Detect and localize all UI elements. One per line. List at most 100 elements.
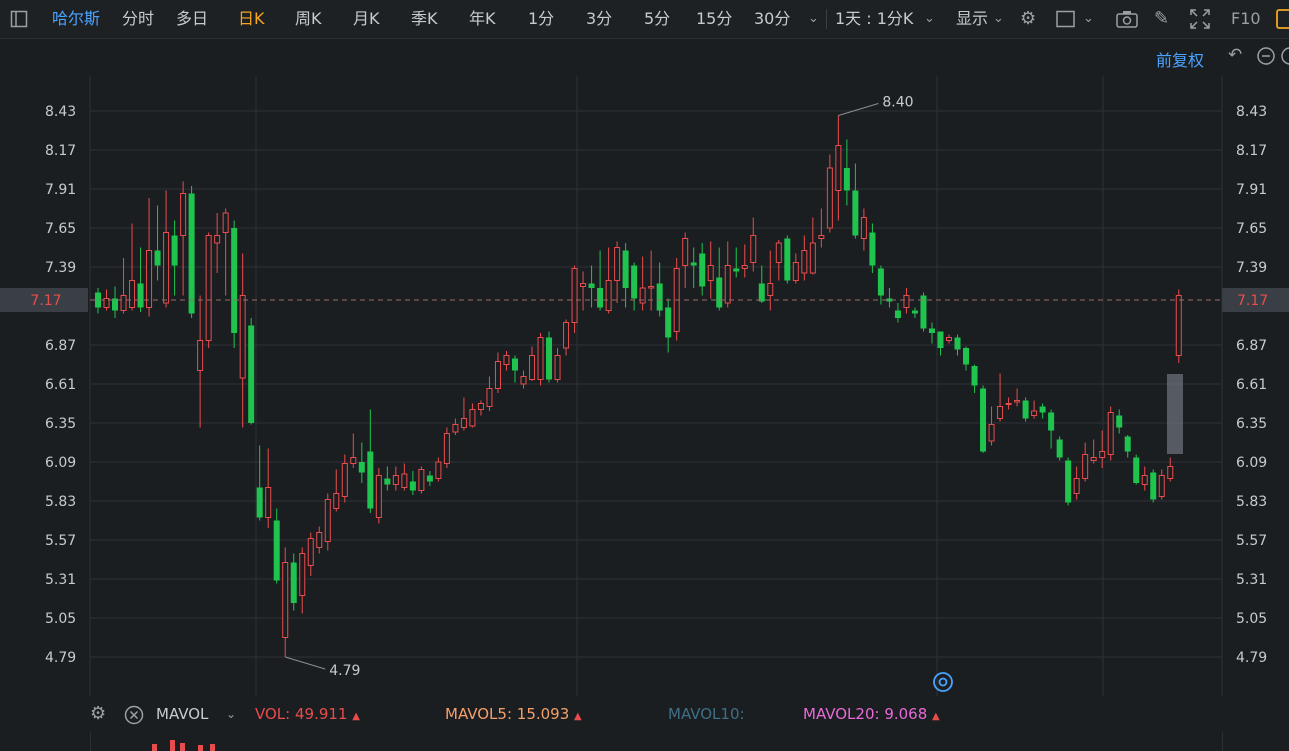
display-chevron-icon[interactable]: ⌄ (993, 11, 1004, 26)
high-annotation: 8.40 (838, 95, 914, 116)
tab-15min[interactable]: 15分 (696, 9, 733, 28)
at-sign-icon[interactable] (933, 672, 953, 692)
reset-icon[interactable]: ↶ (1228, 45, 1243, 65)
sidebar-toggle-icon[interactable] (10, 0, 28, 38)
candle (1124, 435, 1131, 458)
y-tick-label-right: 7.65 (1236, 221, 1267, 237)
candle (282, 547, 289, 657)
candle (784, 235, 791, 284)
chart-type-icon[interactable] (1056, 0, 1076, 38)
candle (1141, 466, 1148, 491)
candle (214, 213, 221, 273)
y-tick-label-right: 8.43 (1236, 104, 1267, 120)
candle (1082, 442, 1089, 482)
candle (750, 217, 757, 272)
candle (971, 364, 978, 393)
zoom-out-icon[interactable] (1256, 46, 1276, 70)
draw-pencil-icon[interactable]: ✎ (1154, 8, 1170, 29)
candle (341, 454, 348, 503)
tab-1min[interactable]: 1分 (528, 9, 555, 28)
y-tick-label-left: 8.43 (45, 104, 76, 120)
y-tick-label-left: 6.09 (45, 455, 76, 471)
candle (1056, 436, 1063, 461)
y-tick-label-right: 5.05 (1236, 611, 1267, 627)
candle (316, 526, 323, 554)
candle (494, 352, 501, 393)
candle (980, 385, 987, 453)
y-tick-label-left: 7.65 (45, 221, 76, 237)
candle (580, 271, 587, 311)
candle (699, 243, 706, 296)
settings-gear-icon[interactable]: ⚙ (1020, 8, 1037, 29)
tab-daily-k[interactable]: 日K (238, 9, 265, 28)
svg-text:7.17: 7.17 (1237, 293, 1268, 309)
volume-legend: ⚙ MAVOL ⌄ VOL: 49.911 ▲ MAVOL5: 15.093 ▲… (0, 696, 1289, 732)
period-chevron-icon[interactable]: ⌄ (924, 11, 935, 26)
candle (537, 333, 544, 386)
candle (724, 241, 731, 308)
tab-quarterly-k[interactable]: 季K (411, 9, 438, 28)
candle (801, 235, 808, 281)
tab-weekly-k[interactable]: 周K (295, 9, 322, 28)
candle (835, 115, 842, 221)
candle (826, 154, 833, 233)
y-tick-label-left: 5.57 (45, 533, 76, 549)
more-periods-chevron-icon[interactable]: ⌄ (808, 11, 819, 26)
candle (852, 163, 859, 239)
fullscreen-icon[interactable] (1190, 0, 1210, 38)
candle (1090, 439, 1097, 464)
candle (911, 307, 918, 318)
current-price-label-right: 7.17 (1222, 288, 1289, 312)
candle (665, 298, 672, 353)
tab-30min[interactable]: 30分 (754, 9, 791, 28)
display-menu[interactable]: 显示 (956, 9, 989, 28)
chart-type-chevron-icon[interactable]: ⌄ (1083, 11, 1094, 26)
candle (1116, 409, 1123, 434)
volume-settings-gear-icon[interactable]: ⚙ (90, 703, 107, 724)
candle (563, 319, 570, 356)
candle (486, 376, 493, 411)
candle (392, 466, 399, 491)
tab-multi-day[interactable]: 多日 (176, 9, 209, 28)
candle (605, 247, 612, 314)
candle (639, 256, 646, 311)
f10-button[interactable]: F10 (1231, 9, 1261, 28)
candle (809, 217, 816, 275)
current-price-label-left: 7.17 (0, 288, 88, 312)
candle (231, 220, 238, 348)
candle (460, 397, 467, 431)
candle (248, 318, 255, 425)
y-tick-label-left: 5.05 (45, 611, 76, 627)
stock-name[interactable]: 哈尔斯 (52, 9, 101, 28)
candle (163, 190, 170, 308)
camera-icon[interactable] (1116, 0, 1138, 38)
candle (384, 466, 391, 491)
candle (350, 433, 357, 468)
tab-5min[interactable]: 5分 (644, 9, 671, 28)
period-select[interactable]: 1天 : 1分K (835, 9, 914, 28)
candle (129, 223, 136, 311)
candle (920, 292, 927, 332)
candle (1005, 397, 1012, 410)
candle (154, 205, 161, 281)
price-adjust-button[interactable]: 前复权 (1156, 51, 1205, 70)
zoom-in-icon[interactable] (1280, 46, 1289, 70)
tab-3min[interactable]: 3分 (586, 9, 613, 28)
candle (673, 258, 680, 341)
candle (733, 247, 740, 278)
candle (324, 493, 331, 551)
y-tick-label-left: 5.31 (45, 572, 76, 588)
tab-yearly-k[interactable]: 年K (469, 9, 496, 28)
volume-close-icon[interactable] (124, 696, 144, 732)
volume-indicator-select[interactable]: MAVOL (156, 705, 209, 723)
y-tick-label-left: 7.91 (45, 182, 76, 198)
side-panel-icon[interactable] (1276, 0, 1289, 38)
candle (707, 241, 714, 299)
tab-monthly-k[interactable]: 月K (353, 9, 380, 28)
tab-intraday[interactable]: 分时 (122, 9, 155, 28)
indicator-chevron-icon[interactable]: ⌄ (226, 707, 237, 721)
candle (886, 288, 893, 308)
volume-bar (170, 740, 175, 751)
candlestick-chart[interactable]: 8.43 8.17 7.91 7.65 7.39 6.87 6.61 6.35 6.09 5.83… (0, 76, 1289, 696)
candle (103, 289, 110, 311)
